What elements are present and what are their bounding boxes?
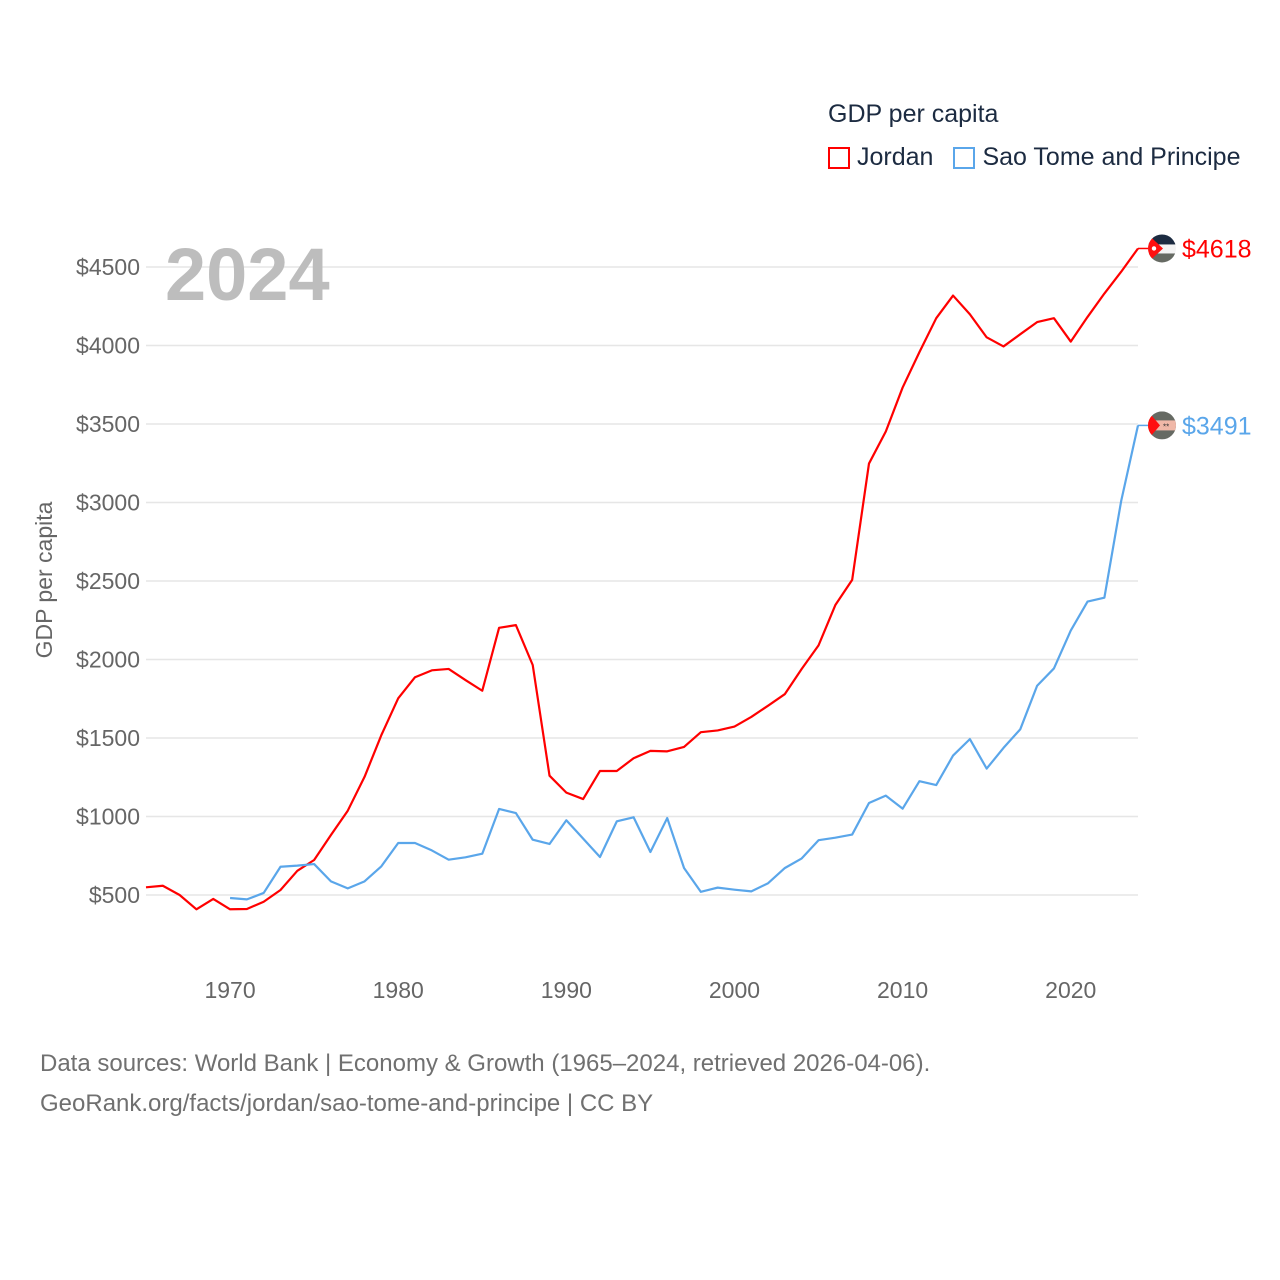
sao-tome-flag-icon: ** xyxy=(1148,411,1176,440)
legend-label-sao-tome: Sao Tome and Principe xyxy=(982,143,1241,171)
end-value-label-sao-tome: $3491 xyxy=(1182,412,1252,440)
series-line-jordan xyxy=(145,247,1139,911)
y-tick-label: $1500 xyxy=(76,725,140,751)
y-tick-label: $4500 xyxy=(76,254,140,280)
y-tick-label: $2500 xyxy=(76,568,140,594)
y-tick-label: $500 xyxy=(89,882,140,908)
legend-item-jordan[interactable]: Jordan xyxy=(828,143,933,172)
legend-swatch-jordan xyxy=(828,146,850,169)
y-tick-label: $3000 xyxy=(76,490,140,516)
y-tick-label: $4000 xyxy=(76,333,140,359)
jordan-flag-icon xyxy=(1148,234,1176,263)
y-tick-label: $1000 xyxy=(76,804,140,830)
x-tick-label: 1990 xyxy=(541,977,592,1003)
legend-swatch-sao-tome xyxy=(953,146,976,169)
y-axis-label: GDP per capita xyxy=(31,501,57,658)
legend-item-sao-tome[interactable]: Sao Tome and Principe xyxy=(953,143,1241,172)
svg-text:**: ** xyxy=(1163,422,1169,431)
x-tick-label: 2010 xyxy=(877,977,928,1003)
legend-title: GDP per capita xyxy=(828,100,999,128)
end-value-label-jordan: $4618 xyxy=(1182,235,1252,263)
footer: Data sources: World Bank | Economy & Gro… xyxy=(40,1044,930,1124)
year-label: 2024 xyxy=(165,233,330,316)
legend-label-jordan: Jordan xyxy=(857,143,934,171)
x-tick-label: 1970 xyxy=(204,977,255,1003)
legend: Jordan Sao Tome and Principe xyxy=(828,143,1261,172)
data-source-text: Data sources: World Bank | Economy & Gro… xyxy=(40,1050,931,1077)
x-tick-label: 1980 xyxy=(373,977,424,1003)
x-tick-label: 2020 xyxy=(1045,977,1096,1003)
y-tick-label: $2000 xyxy=(76,647,140,673)
x-tick-label: 2000 xyxy=(709,977,760,1003)
series-line-sao-tome xyxy=(229,425,1140,901)
y-tick-label: $3500 xyxy=(76,411,140,437)
source-link[interactable]: GeoRank.org/facts/jordan/sao-tome-and-pr… xyxy=(40,1090,654,1117)
